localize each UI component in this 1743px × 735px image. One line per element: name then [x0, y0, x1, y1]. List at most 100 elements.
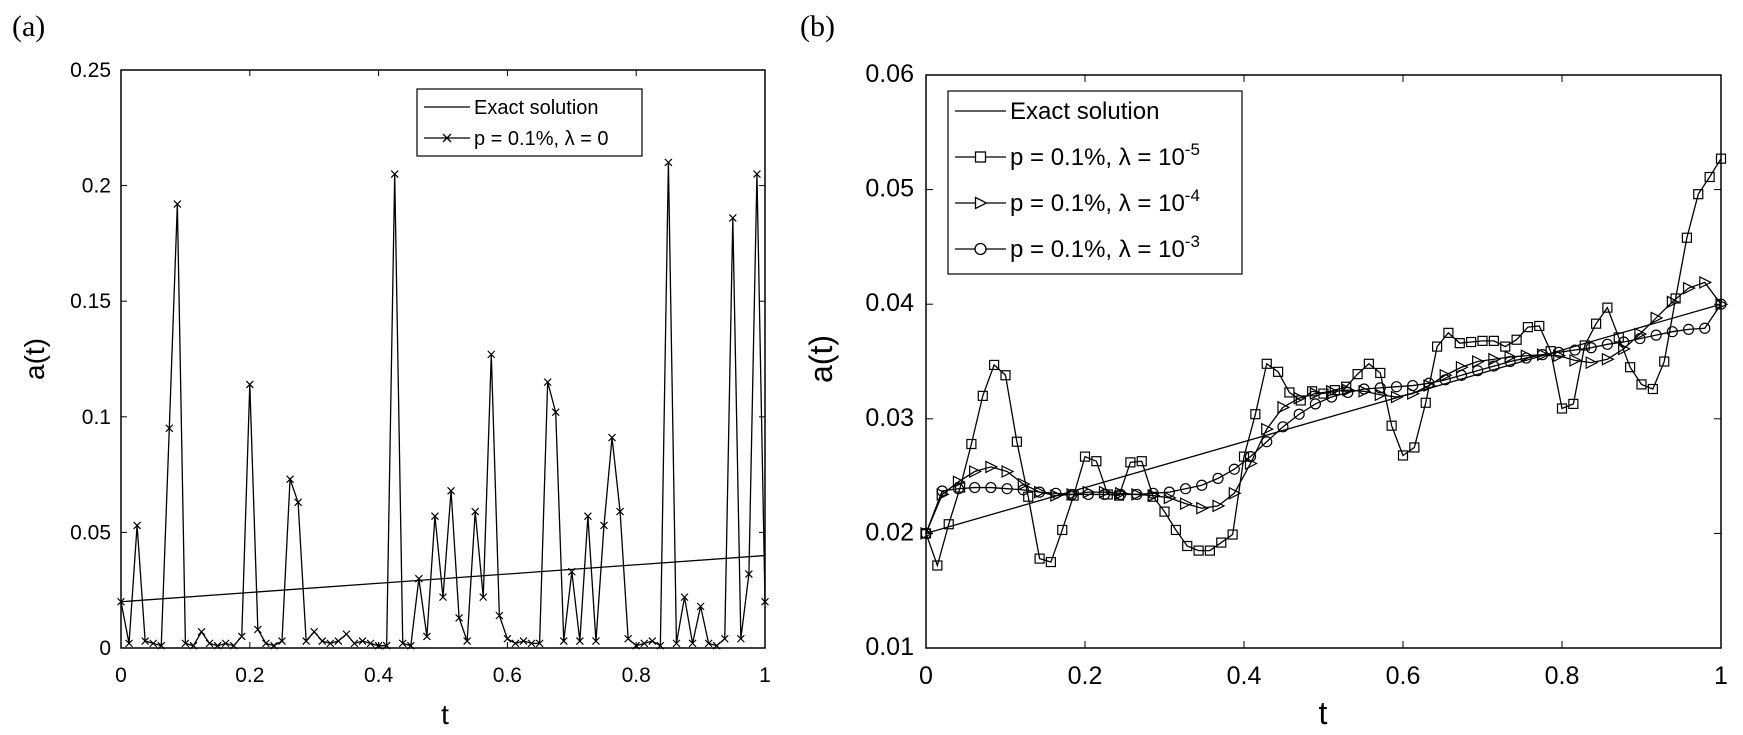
b-series-1-point [1522, 322, 1533, 333]
a-series-1-point [720, 634, 729, 643]
a-series-1-point [431, 512, 439, 521]
b-series-1-point [1159, 506, 1170, 517]
a-series-1-line [120, 162, 766, 647]
b-series-2-point [1504, 350, 1518, 364]
a-series-1-point [648, 637, 657, 645]
b-series-1-point [1488, 335, 1499, 346]
a-ytick-label: 0.25 [70, 59, 111, 82]
b-series-3-point [1374, 382, 1386, 394]
panel-b-legend: Exact solution p = 0.1%, λ = 10-5 p = 0.… [947, 90, 1243, 275]
panel-b: (b) 0 0.2 0.4 0.6 0.8 1 0.01 0.02 0.03 0.04 0.05 0.… [800, 10, 1729, 731]
a-series-1-point [511, 639, 520, 648]
b-series-3-point [1390, 381, 1403, 393]
b-series-3-point [1569, 344, 1581, 356]
panel-b-series [920, 153, 1729, 571]
a-series-1-point [543, 378, 552, 387]
a-series-1-point [253, 625, 262, 634]
b-series-3-point [936, 485, 948, 497]
b-series-3-point [1504, 355, 1516, 368]
b-series-3-point [1407, 379, 1419, 392]
b-series-1-point [1204, 545, 1215, 556]
b-series-1-point [1681, 232, 1692, 243]
b-series-1-point [1704, 171, 1715, 183]
a-series-1-point [736, 634, 745, 643]
b-series-1-point [1409, 442, 1420, 453]
b-series-1-point [943, 519, 954, 530]
a-series-1-point [608, 433, 616, 442]
b-series-1-point [1011, 436, 1022, 447]
b-series-2-point [1196, 501, 1210, 515]
legend-b-s3-marker [974, 242, 987, 256]
b-series-2-point [1163, 491, 1177, 505]
b-series-1-point [1363, 358, 1374, 369]
a-series-1-point [624, 634, 633, 643]
a-series-1-point [141, 637, 150, 645]
legend-b-s2-text: p = 0.1%, λ = 10 [1010, 190, 1185, 217]
panel-b-axes: 0 0.2 0.4 0.6 0.8 1 0.01 0.02 0.03 0.04 0.05 0.06 [865, 60, 1728, 690]
b-series-3-point [1163, 486, 1175, 498]
b-series-3-point [1309, 398, 1321, 410]
b-series-2-point [1488, 352, 1502, 366]
a-series-1-point [390, 170, 399, 178]
a-series-1-point [318, 637, 327, 645]
a-ytick-label: 0.05 [70, 521, 111, 544]
a-xtick-label: 0.4 [364, 664, 394, 687]
a-series-1-point [696, 602, 705, 611]
b-series-3-point [1618, 336, 1630, 348]
a-series-1-point [326, 639, 335, 648]
a-xtick-label: 0.2 [235, 664, 264, 687]
a-series-1-point [680, 593, 689, 602]
b-ytick-label: 0.01 [865, 633, 914, 661]
panel-a-legend: Exact solution p = 0.1%, λ = 0 [416, 88, 643, 157]
b-series-2-point [1682, 281, 1696, 295]
b-series-1-point [1602, 302, 1613, 313]
b-series-3-point [1179, 483, 1192, 495]
b-series-3-point [1196, 479, 1208, 491]
b-series-3-point [1131, 488, 1143, 501]
b-series-3-point [1472, 365, 1484, 377]
a-series-1-point [559, 637, 568, 645]
b-series-1-point [1068, 490, 1079, 501]
b-series-1-point [1397, 450, 1409, 461]
b-series-1-point [1125, 457, 1136, 468]
b-series-2-point [936, 487, 950, 501]
b-series-1-point [1000, 370, 1011, 381]
b-series-2-point [985, 460, 999, 474]
b-series-1-point [1420, 397, 1431, 408]
a-ytick-label: 0.2 [82, 175, 111, 198]
b-series-2-point [1277, 400, 1291, 414]
b-series-3-line [925, 303, 1722, 534]
b-series-2-point [1244, 457, 1258, 470]
b-series-2-point [1001, 465, 1015, 478]
b-series-3-point [1212, 472, 1224, 484]
b-series-2-point [1228, 486, 1242, 500]
a-series-1-point [728, 214, 737, 222]
b-series-2-point [1309, 387, 1323, 401]
b-series-3-point [985, 481, 997, 494]
b-series-1-point [1170, 524, 1181, 536]
a-series-1-point [342, 630, 351, 639]
legend-b-s1-exponent: -5 [1185, 140, 1200, 159]
panel-b-frame [925, 74, 1722, 649]
b-series-3-point [1098, 488, 1111, 501]
a-series-1-point [447, 486, 455, 495]
panel-a-frame [120, 69, 766, 649]
b-series-3-point [1585, 342, 1597, 354]
b-series-3-point [1553, 346, 1565, 358]
b-series-0-line [925, 303, 1722, 535]
a-series-1-point [463, 637, 472, 645]
a-xtick-label: 0.8 [622, 664, 651, 687]
b-series-2-point [1650, 311, 1664, 325]
panel-a-legend-box [416, 88, 643, 157]
a-series-1-point [221, 639, 230, 648]
a-series-1-point [302, 637, 311, 645]
legend-a-noisy-label: p = 0.1%, λ = 0 [474, 128, 609, 150]
b-series-2-point [1293, 391, 1307, 405]
b-series-1-point [932, 560, 943, 571]
b-xtick-label: 0.2 [1068, 662, 1103, 690]
a-series-1-point [125, 639, 133, 648]
b-series-1-point [1057, 524, 1068, 536]
a-series-1-point [551, 408, 560, 417]
b-series-2-point [1390, 390, 1404, 404]
